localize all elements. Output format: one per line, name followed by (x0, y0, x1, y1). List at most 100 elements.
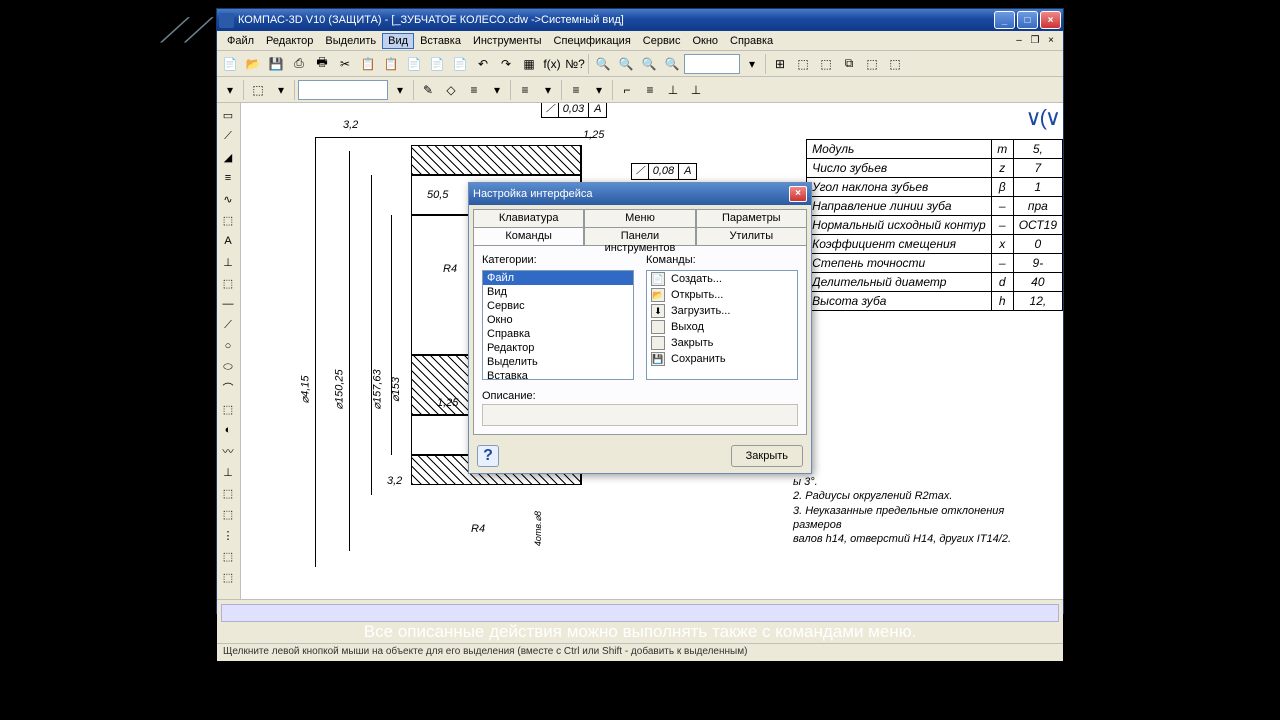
toolbar-button[interactable]: ≡ (565, 79, 587, 101)
category-item[interactable]: Редактор (483, 341, 633, 355)
toolbar-button[interactable]: ≡ (463, 79, 485, 101)
toolbar-button[interactable]: ✂ (334, 53, 356, 75)
toolbar-button[interactable]: ⬚ (792, 53, 814, 75)
toolbar-button[interactable]: ▾ (741, 53, 763, 75)
toolbar-button[interactable]: 💾 (265, 53, 287, 75)
toolbar-button[interactable]: ▦ (518, 53, 540, 75)
dialog-tab[interactable]: Команды (473, 227, 584, 245)
dialog-close-button[interactable]: × (789, 186, 807, 202)
zoom-combo[interactable] (684, 54, 740, 74)
palette-tool[interactable]: 〰 (217, 441, 239, 461)
palette-tool[interactable]: ― (217, 294, 239, 314)
minimize-button[interactable]: _ (994, 11, 1015, 29)
toolbar-button[interactable]: ▾ (486, 79, 508, 101)
mdi-close[interactable]: × (1043, 34, 1059, 48)
toolbar-button[interactable]: 🔍 (661, 53, 683, 75)
toolbar-button[interactable]: ⬚ (861, 53, 883, 75)
command-item[interactable]: Выход (647, 319, 797, 335)
command-item[interactable]: Закрыть (647, 335, 797, 351)
palette-tool[interactable]: ◢ (217, 147, 239, 167)
category-item[interactable]: Файл (483, 271, 633, 285)
mdi-restore[interactable]: ❐ (1027, 34, 1043, 48)
toolbar-button[interactable]: 🔍 (638, 53, 660, 75)
toolbar-button[interactable]: 📄 (426, 53, 448, 75)
toolbar-button[interactable]: 📋 (357, 53, 379, 75)
toolbar-button[interactable]: ↷ (495, 53, 517, 75)
close-button[interactable]: × (1040, 11, 1061, 29)
palette-tool[interactable]: ∿ (217, 189, 239, 209)
menu-инструменты[interactable]: Инструменты (467, 33, 548, 49)
palette-tool[interactable]: A (217, 231, 239, 251)
toolbar-button[interactable]: ▾ (537, 79, 559, 101)
toolbar-button[interactable]: ⎙ (288, 53, 310, 75)
toolbar-button[interactable]: ≡ (639, 79, 661, 101)
help-button[interactable]: ? (477, 445, 499, 467)
palette-tool[interactable]: ⬚ (217, 567, 239, 587)
toolbar-button[interactable]: ⊞ (769, 53, 791, 75)
toolbar-button[interactable]: 📄 (219, 53, 241, 75)
palette-tool[interactable]: ⊥ (217, 462, 239, 482)
toolbar-button[interactable]: №? (564, 53, 586, 75)
palette-tool[interactable]: ⟋ (217, 126, 239, 146)
toolbar-button[interactable]: ⌐ (616, 79, 638, 101)
palette-tool[interactable]: ○ (217, 336, 239, 356)
toolbar-button[interactable]: ⬚ (247, 79, 269, 101)
dialog-close-btn[interactable]: Закрыть (731, 445, 803, 467)
menu-окно[interactable]: Окно (686, 33, 724, 49)
palette-tool[interactable]: ⟋ (217, 315, 239, 335)
toolbar-button[interactable]: ▾ (389, 79, 411, 101)
palette-tool[interactable]: ⬚ (217, 483, 239, 503)
palette-tool[interactable]: ▭ (217, 105, 239, 125)
toolbar-button[interactable]: 📄 (403, 53, 425, 75)
command-item[interactable]: ⬇Загрузить... (647, 303, 797, 319)
toolbar-button[interactable]: 📋 (380, 53, 402, 75)
category-item[interactable]: Вставка (483, 369, 633, 380)
palette-tool[interactable]: ⬚ (217, 273, 239, 293)
category-item[interactable]: Сервис (483, 299, 633, 313)
toolbar-button[interactable]: 🔍 (592, 53, 614, 75)
toolbar-button[interactable]: ⧉ (838, 53, 860, 75)
toolbar-button[interactable]: 📂 (242, 53, 264, 75)
toolbar-button[interactable]: ▾ (588, 79, 610, 101)
menu-редактор[interactable]: Редактор (260, 33, 319, 49)
menu-спецификация[interactable]: Спецификация (548, 33, 637, 49)
category-item[interactable]: Справка (483, 327, 633, 341)
maximize-button[interactable]: □ (1017, 11, 1038, 29)
toolbar-button[interactable]: ⬚ (815, 53, 837, 75)
palette-tool[interactable]: ⬚ (217, 504, 239, 524)
command-item[interactable]: 💾Сохранить (647, 351, 797, 367)
menu-выделить[interactable]: Выделить (319, 33, 382, 49)
menu-справка[interactable]: Справка (724, 33, 779, 49)
toolbar-button[interactable]: ✎ (417, 79, 439, 101)
toolbar-button[interactable]: ▾ (219, 79, 241, 101)
menu-сервис[interactable]: Сервис (637, 33, 687, 49)
toolbar-button[interactable]: ◇ (440, 79, 462, 101)
category-item[interactable]: Окно (483, 313, 633, 327)
dialog-tab[interactable]: Клавиатура (473, 209, 584, 227)
palette-tool[interactable]: ⬚ (217, 546, 239, 566)
toolbar-button[interactable]: ≡ (514, 79, 536, 101)
toolbar-button[interactable]: ⊥ (662, 79, 684, 101)
command-item[interactable]: 📄Создать... (647, 271, 797, 287)
palette-tool[interactable]: ⌒ (217, 378, 239, 398)
toolbar-button[interactable]: ▾ (270, 79, 292, 101)
palette-tool[interactable]: ⋮ (217, 525, 239, 545)
dialog-tab[interactable]: Меню (584, 209, 695, 227)
palette-tool[interactable]: ◐ (217, 420, 239, 440)
toolbar-button[interactable]: f(x) (541, 53, 563, 75)
toolbar-button[interactable]: 🔍 (615, 53, 637, 75)
palette-tool[interactable]: ⬭ (217, 357, 239, 377)
menu-файл[interactable]: Файл (221, 33, 260, 49)
toolbar-button[interactable]: ⊥ (685, 79, 707, 101)
dialog-tab[interactable]: Утилиты (696, 227, 807, 245)
category-item[interactable]: Выделить (483, 355, 633, 369)
toolbar-button[interactable]: 🖶 (311, 53, 333, 75)
palette-tool[interactable]: ≡ (217, 168, 239, 188)
palette-tool[interactable]: ⊥ (217, 252, 239, 272)
menu-вставка[interactable]: Вставка (414, 33, 467, 49)
dialog-tab[interactable]: Параметры (696, 209, 807, 227)
command-item[interactable]: 📂Открыть... (647, 287, 797, 303)
palette-tool[interactable]: ⬚ (217, 399, 239, 419)
category-item[interactable]: Вид (483, 285, 633, 299)
mdi-min[interactable]: – (1011, 34, 1027, 48)
